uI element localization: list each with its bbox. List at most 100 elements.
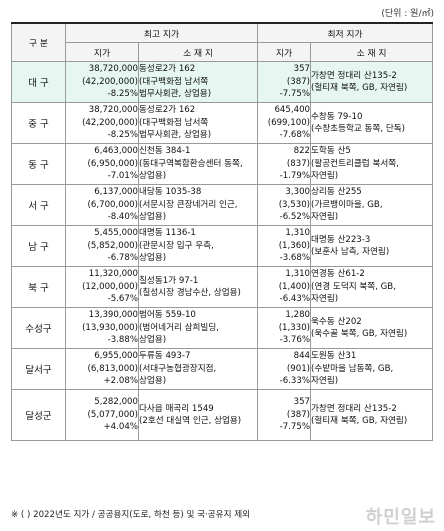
low-location-cell-line: 수창동 79-10 (311, 111, 363, 122)
high-location-cell-line: 동성로2가 162 (139, 105, 196, 116)
high-location-cell-line: (칠성시장 경남수산, 상업용) (139, 288, 241, 298)
table-row: 달서구 6,955,000 (6,813,000) +2.08% 두류동 493-7 (서… (11, 348, 434, 390)
high-location-cell: 대명동 1136-1 (관문시장 입구 우측, 상업용) (137, 225, 259, 267)
low-price-cell-line: 1,280 (285, 310, 311, 321)
low-price-cell-line: 844 (293, 351, 311, 362)
region-cell: 수성구 (11, 307, 66, 349)
high-price-cell-line: 5,455,000 (94, 228, 138, 239)
low-location-cell-line: 상리동 산255 (311, 187, 362, 198)
high-price-cell-line: 6,463,000 (94, 146, 138, 157)
low-location-cell: 도학동 산5 (팔공컨트리클럽 북서쪽, 자연림) (310, 143, 434, 185)
high-price-cell-line: 38,720,000 (88, 105, 138, 116)
region-cell: 북 구 (11, 266, 66, 308)
table-row: 남 구 5,455,000 (5,852,000) -6.78% 대명동 1136-1(… (11, 225, 434, 267)
high-price-cell-line: (6,813,000) (87, 363, 138, 374)
low-price-cell-line: -1.79% (279, 171, 311, 182)
table-row: 중 구 38,720,000 (42,200,000) -8.25% 동성로2가 162… (11, 102, 434, 144)
low-location-cell: 수창동 79-10 (수창초등학교 동쪽, 단독) (310, 102, 434, 144)
high-location-cell-line: 칠성동1가 97-1 (139, 275, 199, 286)
low-location-cell: 상리동 산255 (가르뱅이마을, GB, 자연림) (310, 184, 434, 226)
high-location-cell-line: (대구백화점 남서쪽 (139, 117, 209, 128)
header-high-location: 소 재 지 (137, 42, 259, 62)
header-region: 구 분 (11, 22, 66, 62)
low-price-cell-line: 357 (293, 397, 311, 408)
table-row: 북 구 11,320,000 (12,000,000) -5.67% 칠성동1가 97-… (11, 266, 434, 308)
high-price-cell-line: -7.01% (107, 171, 138, 182)
low-price-cell-line: 822 (293, 146, 311, 157)
low-location-cell: 대명동 산223-3 (보훈사 남측, 자연림) (310, 225, 434, 267)
low-location-cell-line: (헐티재 북쪽, GB, 자연림) (311, 83, 408, 93)
high-location-cell: 동성로2가 162 (대구백화점 남서쪽 법무사회관, 상업용) (137, 102, 259, 144)
high-price-cell: 6,137,000 (6,700,000) -8.40% (65, 184, 139, 226)
land-price-table: 구 분 최고 지가 최저 지가 지가 소 재 지 지가 소 재 지 대 구 38,… (11, 22, 434, 441)
high-price-cell: 6,463,000 (6,950,000) -7.01% (65, 143, 139, 185)
high-location-cell-line: 상업용) (139, 212, 167, 223)
table-row: 서 구 6,137,000 (6,700,000) -8.40% 내당동 1035-38… (11, 184, 434, 226)
high-location-cell-line: 상업용) (139, 335, 167, 346)
high-price-cell-line: -6.78% (107, 253, 138, 264)
high-price-cell-line: -8.25% (107, 89, 138, 100)
high-location-cell-line: (서대구농협광장지점, (139, 363, 217, 374)
header-low-price: 지가 (257, 42, 312, 62)
high-price-cell-line: -8.40% (107, 212, 138, 223)
high-location-cell-line: (범어네거리 삼희빌딩, (139, 322, 219, 333)
high-location-cell-line: (서문시장 큰장네거리 인근, (139, 199, 238, 210)
high-location-cell-line: 법무사회관, 상업용) (139, 89, 212, 100)
low-location-cell-line: 자연림) (311, 294, 339, 305)
table-row: 수성구 13,390,000 (13,930,000) -3.88% 범어동 559-1… (11, 307, 434, 349)
high-price-cell-line: 6,955,000 (94, 351, 138, 362)
low-location-cell: 욱수동 산202 (욱수골 북쪽, GB, 자연림) (310, 307, 434, 349)
high-location-cell-line: 대명동 1136-1 (139, 228, 196, 239)
low-price-cell-line: (699,100) (267, 117, 311, 128)
low-location-cell-line: 도학동 산5 (311, 146, 351, 157)
high-price-cell: 38,720,000 (42,200,000) -8.25% (65, 102, 139, 144)
high-location-cell-line: 상업용) (139, 376, 167, 387)
high-location-cell: 동성로2가 162 (대구백화점 남서쪽 법무사회관, 상업용) (137, 61, 259, 103)
low-location-cell: 가창면 정대리 산135-2 (헐티재 북쪽, GB, 자연림) (310, 61, 434, 103)
low-price-cell-line: (387) (286, 76, 311, 87)
high-price-cell-line: (13,930,000) (82, 322, 138, 333)
low-location-cell-line: (보훈사 남측, 자연림) (311, 247, 390, 257)
low-price-cell-line: -6.52% (279, 212, 311, 223)
low-location-cell-line: (연경 도덕지 북쪽, GB, (311, 281, 396, 292)
region-cell: 달서구 (11, 348, 66, 390)
header-lowest: 최저 지가 (257, 22, 434, 43)
high-price-cell-line: (42,200,000) (82, 76, 138, 87)
low-location-cell-line: (팔공컨트리클럽 북서쪽, (311, 158, 399, 169)
high-location-cell: 칠성동1가 97-1 (칠성시장 경남수산, 상업용) (137, 266, 259, 308)
high-price-cell-line: 5,282,000 (94, 397, 138, 408)
low-location-cell-line: (수밭마을 남동쪽, GB, (311, 363, 394, 374)
low-price-cell-line: 357 (293, 64, 311, 75)
low-price-cell: 1,280 (1,330) -3.76% (257, 307, 312, 349)
high-price-cell: 11,320,000 (12,000,000) -5.67% (65, 266, 139, 308)
low-location-cell-line: 욱수동 산202 (311, 316, 362, 327)
unit-label: (단위 : 원/㎡) (381, 9, 434, 19)
low-price-cell-line: 1,310 (285, 228, 311, 239)
low-location-cell-line: 도원동 산31 (311, 351, 357, 362)
high-price-cell-line: (6,700,000) (87, 199, 138, 210)
high-location-cell-line: 상업용) (139, 253, 167, 264)
low-price-cell-line: -6.33% (279, 376, 311, 387)
low-price-cell-line: (1,400) (278, 281, 311, 292)
high-location-cell-line: (2호선 대실역 인근, 상업용) (139, 416, 242, 426)
high-price-cell: 13,390,000 (13,930,000) -3.88% (65, 307, 139, 349)
header-low-location: 소 재 지 (310, 42, 434, 62)
low-location-cell-line: 연경동 산61-2 (311, 269, 365, 280)
low-price-cell-line: -7.75% (279, 89, 311, 100)
watermark-logo: 하민일보 (365, 507, 436, 528)
low-location-cell-line: 가창면 정대리 산135-2 (311, 403, 397, 414)
high-location-cell-line: 다사읍 매곡리 1549 (139, 403, 214, 414)
high-price-cell: 5,455,000 (5,852,000) -6.78% (65, 225, 139, 267)
low-price-cell-line: -3.68% (279, 253, 311, 264)
low-location-cell-line: 자연림) (311, 376, 339, 387)
high-price-cell-line: +4.04% (103, 422, 138, 433)
low-price-cell-line: (3,530) (278, 199, 311, 210)
low-location-cell-line: (헐티재 북쪽, GB, 자연림) (311, 416, 408, 426)
high-location-cell: 범어동 559-10 (범어네거리 삼희빌딩, 상업용) (137, 307, 259, 349)
low-price-cell-line: (1,360) (278, 240, 311, 251)
high-location-cell: 다사읍 매곡리 1549 (2호선 대실역 인근, 상업용) (137, 389, 259, 441)
low-price-cell-line: 1,310 (285, 269, 311, 280)
table-body: 대 구 38,720,000 (42,200,000) -8.25% 동성로2가 162… (11, 61, 434, 441)
high-location-cell-line: 내당동 1035-38 (139, 187, 202, 198)
low-price-cell-line: 645,400 (274, 105, 311, 116)
